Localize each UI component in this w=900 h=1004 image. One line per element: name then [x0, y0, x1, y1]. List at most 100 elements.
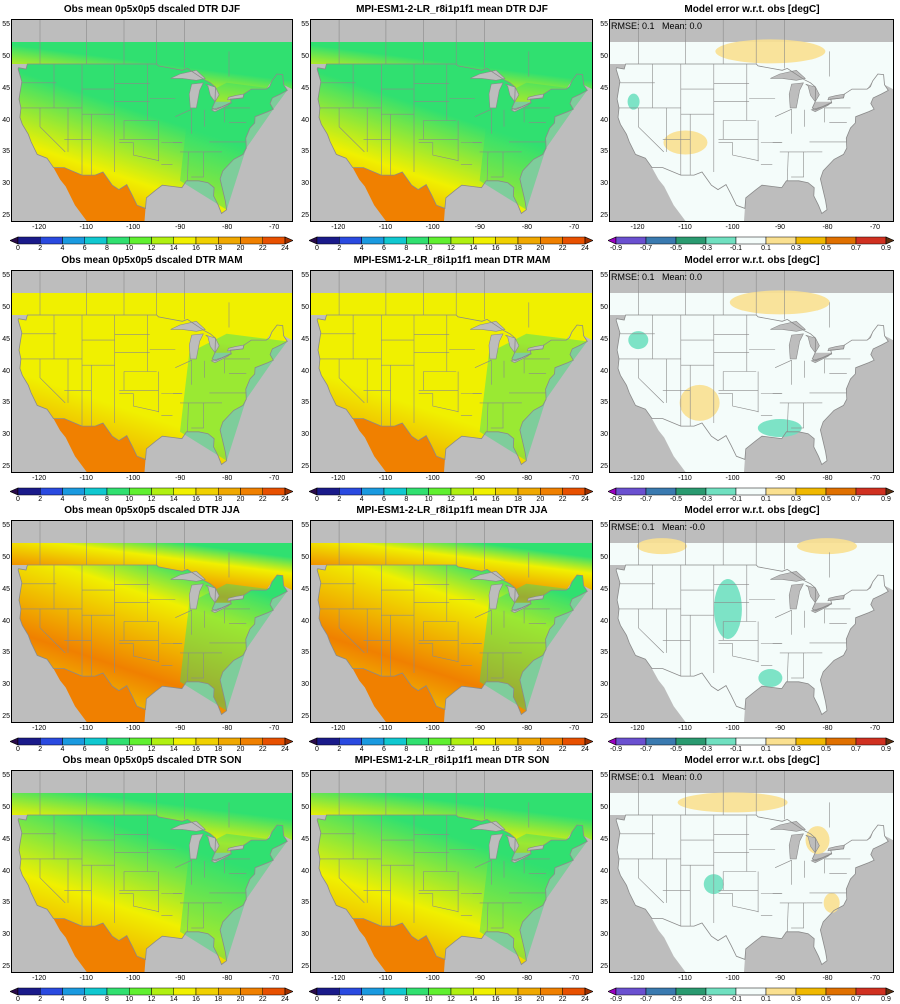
lon-tick-label: -100 [126, 725, 141, 732]
dtr-colorbar [10, 737, 293, 746]
colorbar-tick-label: 14 [469, 245, 478, 252]
colorbar-tick-label: -0.9 [609, 496, 623, 503]
colorbar-tick-label: -0.5 [669, 245, 683, 252]
lon-tick-label: -90 [474, 975, 485, 982]
colorbar-tick-label: -0.1 [729, 996, 743, 1003]
colorbar-tick-label: 14 [169, 245, 178, 252]
colorbar-tick-label: 0.5 [821, 996, 831, 1003]
colorbar-tick-label: 16 [192, 245, 200, 252]
lat-tick-label: 35 [301, 148, 309, 156]
lat-tick-label: 35 [600, 148, 608, 156]
colorbar-tick-label: 2 [337, 245, 342, 252]
colorbar-tick-label: 0.7 [851, 496, 861, 503]
lat-tick-label: 40 [600, 867, 608, 875]
lon-tick-label: -70 [269, 475, 280, 482]
colorbar-tick-label: 8 [105, 996, 109, 1003]
colorbar-tick-label: 22 [258, 245, 267, 252]
lon-tick-label: -80 [222, 475, 233, 482]
colorbar-tick-label: 4 [60, 496, 65, 503]
lon-tick-label: -120 [630, 475, 645, 482]
dtr-colorbar [309, 487, 593, 496]
colorbar-tick-label: 14 [169, 746, 178, 753]
colorbar-tick-label: -0.9 [609, 996, 623, 1003]
dtr-map [12, 20, 292, 221]
lon-tick-label: -80 [521, 224, 533, 231]
colorbar-tick-label: 8 [404, 996, 409, 1003]
dtr-map [12, 771, 292, 972]
colorbar-tick-label: 10 [424, 746, 433, 753]
dtr-map [12, 271, 292, 472]
colorbar-tick-label: 2 [337, 496, 342, 503]
lon-tick-label: -80 [222, 224, 233, 231]
lat-tick-label: 40 [301, 367, 309, 375]
colorbar-tick-label: 2 [38, 496, 43, 503]
dtr-map [311, 271, 592, 472]
lon-tick-label: -110 [378, 224, 393, 231]
lat-tick-label: 40 [600, 367, 608, 375]
lat-tick-label: 35 [600, 649, 608, 657]
lat-tick-label: 40 [301, 116, 309, 124]
colorbar-tick-label: 10 [424, 245, 433, 252]
error-colorbar [608, 737, 894, 746]
colorbar-tick-label: 4 [60, 245, 65, 252]
lat-tick-label: 50 [301, 304, 309, 312]
rmse-mean-stats: RMSE: 0.1 Mean: 0.0 [611, 772, 703, 782]
colorbar-tick-label: 12 [147, 245, 156, 252]
model-panel-title: MPI-ESM1-2-LR_r8i1p1f1 mean DTR SON [354, 755, 550, 766]
colorbar-tick-label: 0.3 [791, 746, 801, 753]
colorbar-tick-label: 0.5 [821, 496, 831, 503]
diff-map-panel-djf: RMSE: 0.1 Mean: 0.0 [609, 19, 894, 222]
lat-tick-label: 50 [301, 554, 309, 562]
lat-tick-label: 35 [2, 899, 10, 907]
diff-panel-title: Model error w.r.t. obs [degC] [684, 4, 820, 15]
lat-tick-label: 55 [600, 272, 608, 280]
lon-tick-label: -80 [521, 725, 533, 732]
lon-tick-label: -80 [822, 475, 833, 482]
lon-tick-label: -110 [79, 725, 93, 732]
obs-panel-title: Obs mean 0p5x0p5 dscaled DTR JJA [64, 505, 240, 516]
lat-tick-label: 50 [2, 804, 10, 812]
lat-tick-label: 40 [600, 617, 608, 625]
colorbar-tick-label: 22 [558, 996, 567, 1003]
lat-tick-label: 50 [2, 304, 10, 312]
colorbar-tick-label: 8 [404, 746, 409, 753]
dtr-colorbar [309, 987, 593, 996]
lat-tick-label: 25 [600, 462, 608, 470]
colorbar-tick-label: 2 [38, 746, 43, 753]
colorbar-tick-label: 12 [147, 496, 156, 503]
diff-panel-title: Model error w.r.t. obs [degC] [684, 505, 820, 516]
lon-tick-label: -100 [126, 224, 141, 231]
colorbar-tick-label: 4 [60, 746, 65, 753]
lon-tick-label: -100 [725, 475, 740, 482]
lon-tick-label: -100 [425, 475, 440, 482]
lon-tick-label: -100 [725, 975, 740, 982]
colorbar-tick-label: -0.3 [699, 496, 713, 503]
lat-tick-label: 45 [301, 835, 309, 843]
lon-tick-label: -70 [869, 975, 881, 982]
colorbar-tick-label: 0.3 [791, 496, 801, 503]
lon-tick-label: -110 [79, 475, 93, 482]
colorbar-tick-label: -0.1 [729, 245, 743, 252]
colorbar-tick-label: 0 [315, 245, 319, 252]
lat-tick-label: 25 [600, 962, 608, 970]
lon-tick-label: -70 [569, 725, 580, 732]
dtr-map [311, 771, 592, 972]
lon-tick-label: -110 [378, 475, 393, 482]
colorbar-tick-label: 14 [169, 996, 178, 1003]
lon-tick-label: -120 [32, 975, 47, 982]
lon-tick-label: -120 [630, 975, 645, 982]
colorbar-tick-label: 14 [469, 746, 478, 753]
lat-tick-label: 25 [2, 211, 10, 219]
lon-tick-label: -100 [425, 224, 440, 231]
colorbar-tick-label: 16 [192, 996, 200, 1003]
lon-tick-label: -70 [869, 224, 881, 231]
colorbar-tick-label: 24 [281, 496, 289, 503]
model-panel-title: MPI-ESM1-2-LR_r8i1p1f1 mean DTR JJA [356, 505, 548, 516]
colorbar-tick-label: 8 [105, 746, 109, 753]
lon-tick-label: -120 [630, 224, 645, 231]
colorbar-tick-label: 18 [514, 746, 522, 753]
colorbar-tick-label: 0 [315, 496, 319, 503]
colorbar-tick-label: 18 [514, 496, 522, 503]
colorbar-tick-label: 2 [38, 245, 43, 252]
